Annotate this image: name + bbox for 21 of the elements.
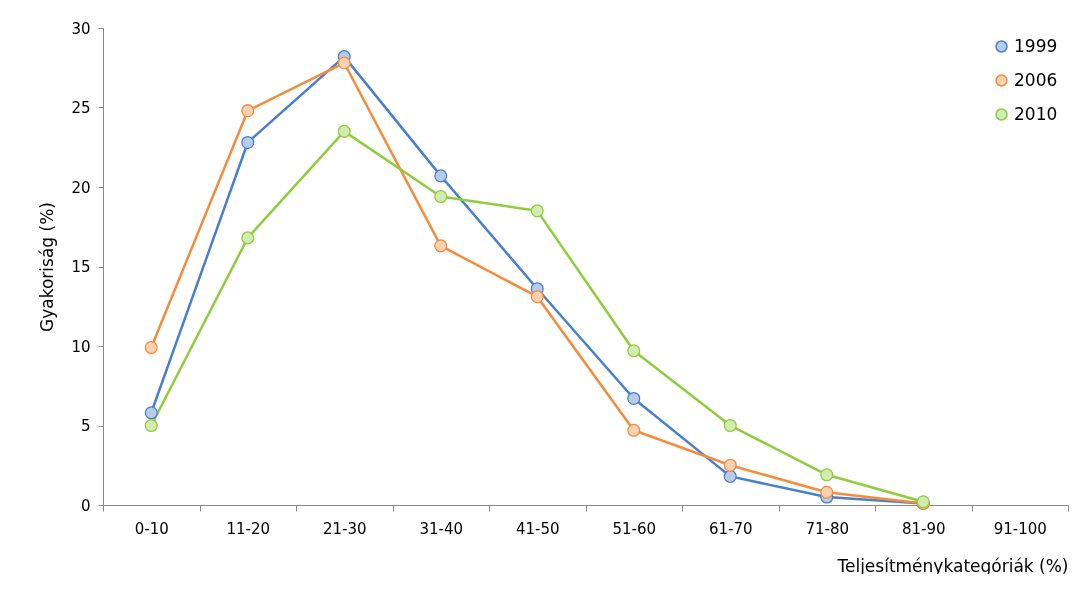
y-tick-label: 30 <box>71 19 91 38</box>
y-axis-title: Gyakoriság (%) <box>37 202 58 332</box>
x-tick-label: 71-80 <box>805 519 850 538</box>
y-tick-label: 5 <box>80 417 91 435</box>
x-tick-label: 0-10 <box>134 519 169 538</box>
x-tick-label: 31-40 <box>419 519 464 538</box>
legend-label: 1999 <box>1014 35 1058 56</box>
y-tick-label: 20 <box>71 178 91 197</box>
x-tick-label: 11-20 <box>226 519 271 538</box>
x-tick-label: 61-70 <box>708 519 753 538</box>
x-tick-label: 41-50 <box>515 519 560 538</box>
legend-label: 2010 <box>1014 103 1058 124</box>
x-tick-label: 91-100 <box>993 519 1047 538</box>
x-tick-label: 51-60 <box>612 519 657 538</box>
x-tick-label: 81-90 <box>901 519 946 538</box>
x-tick-label: 21-30 <box>322 519 367 538</box>
y-tick-label: 0 <box>80 496 91 515</box>
y-tick-label: 25 <box>71 99 91 117</box>
legend-label: 2006 <box>1014 69 1058 90</box>
y-tick-label: 15 <box>71 258 91 276</box>
y-tick-label: 10 <box>71 337 91 356</box>
